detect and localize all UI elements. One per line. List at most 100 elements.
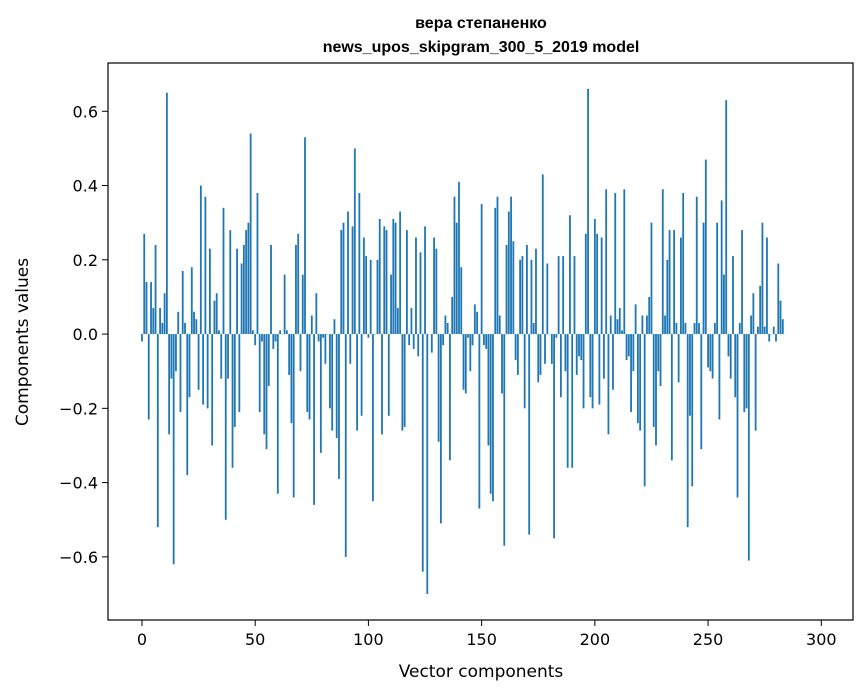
bar-242 bbox=[689, 334, 691, 416]
bar-17 bbox=[179, 334, 182, 413]
bar-2 bbox=[145, 282, 148, 335]
bar-212 bbox=[621, 330, 623, 335]
bar-247 bbox=[700, 334, 703, 450]
bar-33 bbox=[215, 293, 218, 335]
bar-202 bbox=[598, 334, 601, 405]
bar-208 bbox=[612, 334, 614, 390]
bar-64 bbox=[285, 330, 288, 335]
x-axis-ticks: 0 50 100 150 200 250 300 bbox=[137, 620, 837, 649]
bar-147 bbox=[473, 304, 476, 335]
bar-174 bbox=[535, 248, 537, 335]
bar-16 bbox=[177, 311, 180, 335]
bar-56 bbox=[267, 334, 270, 387]
bar-251 bbox=[709, 334, 712, 372]
bar-211 bbox=[618, 308, 621, 335]
bar-215 bbox=[627, 334, 630, 357]
bar-144 bbox=[467, 334, 469, 338]
bar-203 bbox=[600, 237, 603, 335]
bar-207 bbox=[609, 315, 612, 335]
bar-262 bbox=[734, 334, 737, 398]
bar-164 bbox=[512, 241, 515, 335]
bar-133 bbox=[442, 334, 445, 346]
bar-256 bbox=[720, 200, 723, 335]
bar-21 bbox=[188, 334, 191, 398]
x-axis-label: Vector components bbox=[399, 662, 564, 682]
bar-108 bbox=[385, 230, 388, 335]
bar-277 bbox=[768, 334, 771, 342]
bar-88 bbox=[340, 230, 343, 335]
bar-138 bbox=[453, 196, 456, 335]
bar-95 bbox=[356, 334, 358, 431]
bar-34 bbox=[218, 330, 220, 335]
bar-274 bbox=[761, 222, 764, 335]
bar-47 bbox=[247, 222, 250, 335]
bar-259 bbox=[727, 334, 730, 357]
bar-159 bbox=[501, 334, 503, 394]
bar-65 bbox=[288, 334, 291, 375]
bar-0 bbox=[141, 334, 143, 342]
bar-227 bbox=[655, 334, 657, 446]
bar-214 bbox=[625, 334, 628, 361]
bar-41 bbox=[233, 334, 236, 427]
bar-254 bbox=[716, 222, 719, 335]
bar-42 bbox=[236, 248, 238, 335]
bar-206 bbox=[607, 334, 610, 435]
bar-131 bbox=[437, 334, 440, 442]
bar-113 bbox=[396, 308, 399, 335]
bar-183 bbox=[555, 334, 558, 338]
y-tick-label: 0.4 bbox=[73, 177, 98, 196]
bar-84 bbox=[331, 334, 334, 431]
bar-152 bbox=[485, 334, 488, 349]
bar-70 bbox=[299, 334, 302, 372]
bar-46 bbox=[245, 230, 248, 335]
bar-220 bbox=[639, 334, 642, 431]
bar-231 bbox=[664, 315, 666, 335]
bar-43 bbox=[238, 334, 241, 413]
bar-280 bbox=[775, 334, 777, 342]
bar-11 bbox=[165, 92, 168, 335]
bar-241 bbox=[686, 334, 689, 528]
bar-44 bbox=[240, 263, 243, 335]
bar-222 bbox=[643, 334, 646, 487]
bar-104 bbox=[376, 259, 379, 335]
bar-177 bbox=[541, 174, 544, 335]
bar-264 bbox=[738, 322, 741, 335]
x-tick-label: 0 bbox=[137, 630, 147, 649]
bar-275 bbox=[763, 326, 766, 335]
bar-120 bbox=[412, 334, 415, 349]
bar-38 bbox=[227, 334, 229, 379]
bar-195 bbox=[582, 334, 585, 409]
bar-201 bbox=[596, 233, 599, 335]
bar-55 bbox=[265, 334, 268, 450]
bar-189 bbox=[569, 215, 571, 335]
bar-53 bbox=[261, 334, 263, 342]
bar-125 bbox=[424, 226, 426, 335]
bar-168 bbox=[521, 256, 524, 335]
bar-74 bbox=[308, 334, 311, 420]
bar-10 bbox=[163, 293, 166, 335]
bar-246 bbox=[698, 322, 700, 335]
bar-145 bbox=[469, 334, 472, 372]
bar-40 bbox=[231, 334, 234, 468]
y-axis-label: Components values bbox=[13, 258, 33, 426]
bar-244 bbox=[693, 322, 696, 335]
bar-115 bbox=[401, 334, 404, 431]
bar-200 bbox=[593, 218, 596, 335]
bar-239 bbox=[682, 192, 685, 335]
bar-255 bbox=[718, 334, 721, 420]
bar-191 bbox=[573, 256, 576, 335]
bar-80 bbox=[322, 334, 325, 338]
bar-232 bbox=[666, 259, 669, 335]
bar-73 bbox=[306, 334, 309, 413]
bar-154 bbox=[489, 334, 492, 494]
bar-162 bbox=[507, 211, 510, 335]
bar-4 bbox=[150, 282, 152, 335]
bar-134 bbox=[444, 315, 447, 335]
bar-25 bbox=[197, 334, 200, 390]
bar-140 bbox=[458, 181, 460, 335]
bar-265 bbox=[741, 230, 743, 335]
bar-148 bbox=[476, 311, 479, 335]
bar-123 bbox=[419, 252, 422, 335]
plot-frame bbox=[107, 62, 854, 621]
bar-106 bbox=[381, 334, 383, 435]
